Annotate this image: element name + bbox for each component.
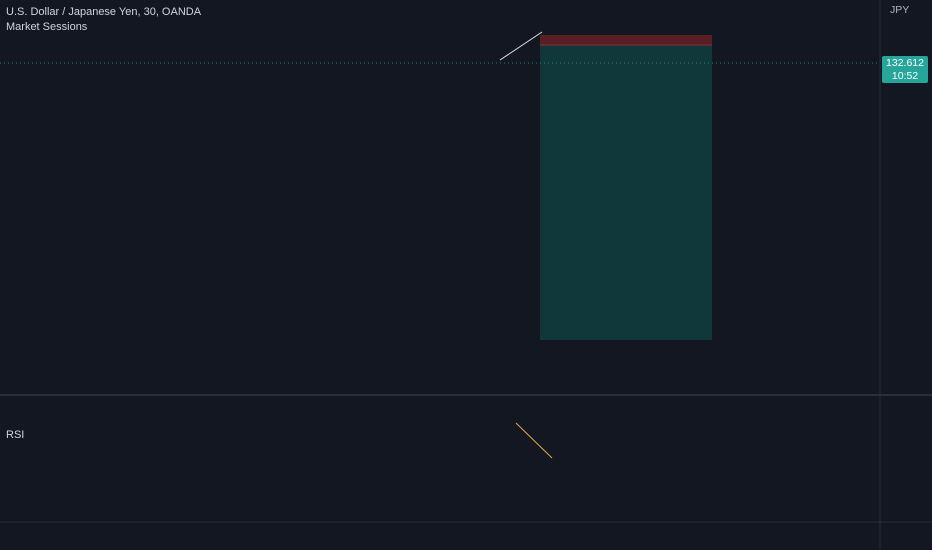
stop-zone [540, 35, 712, 45]
target-zone [540, 45, 712, 340]
chart-title: U.S. Dollar / Japanese Yen, 30, OANDA [6, 6, 202, 18]
currency: JPY [890, 4, 909, 16]
countdown: 10:52 [892, 70, 918, 82]
rsi-trendline [515, 422, 553, 459]
trendline [499, 31, 543, 61]
price-label: 132.612 [886, 57, 924, 69]
rsi-title: RSI [6, 429, 24, 441]
price-label-box [882, 56, 928, 83]
indicator-name: Market Sessions [6, 21, 88, 33]
